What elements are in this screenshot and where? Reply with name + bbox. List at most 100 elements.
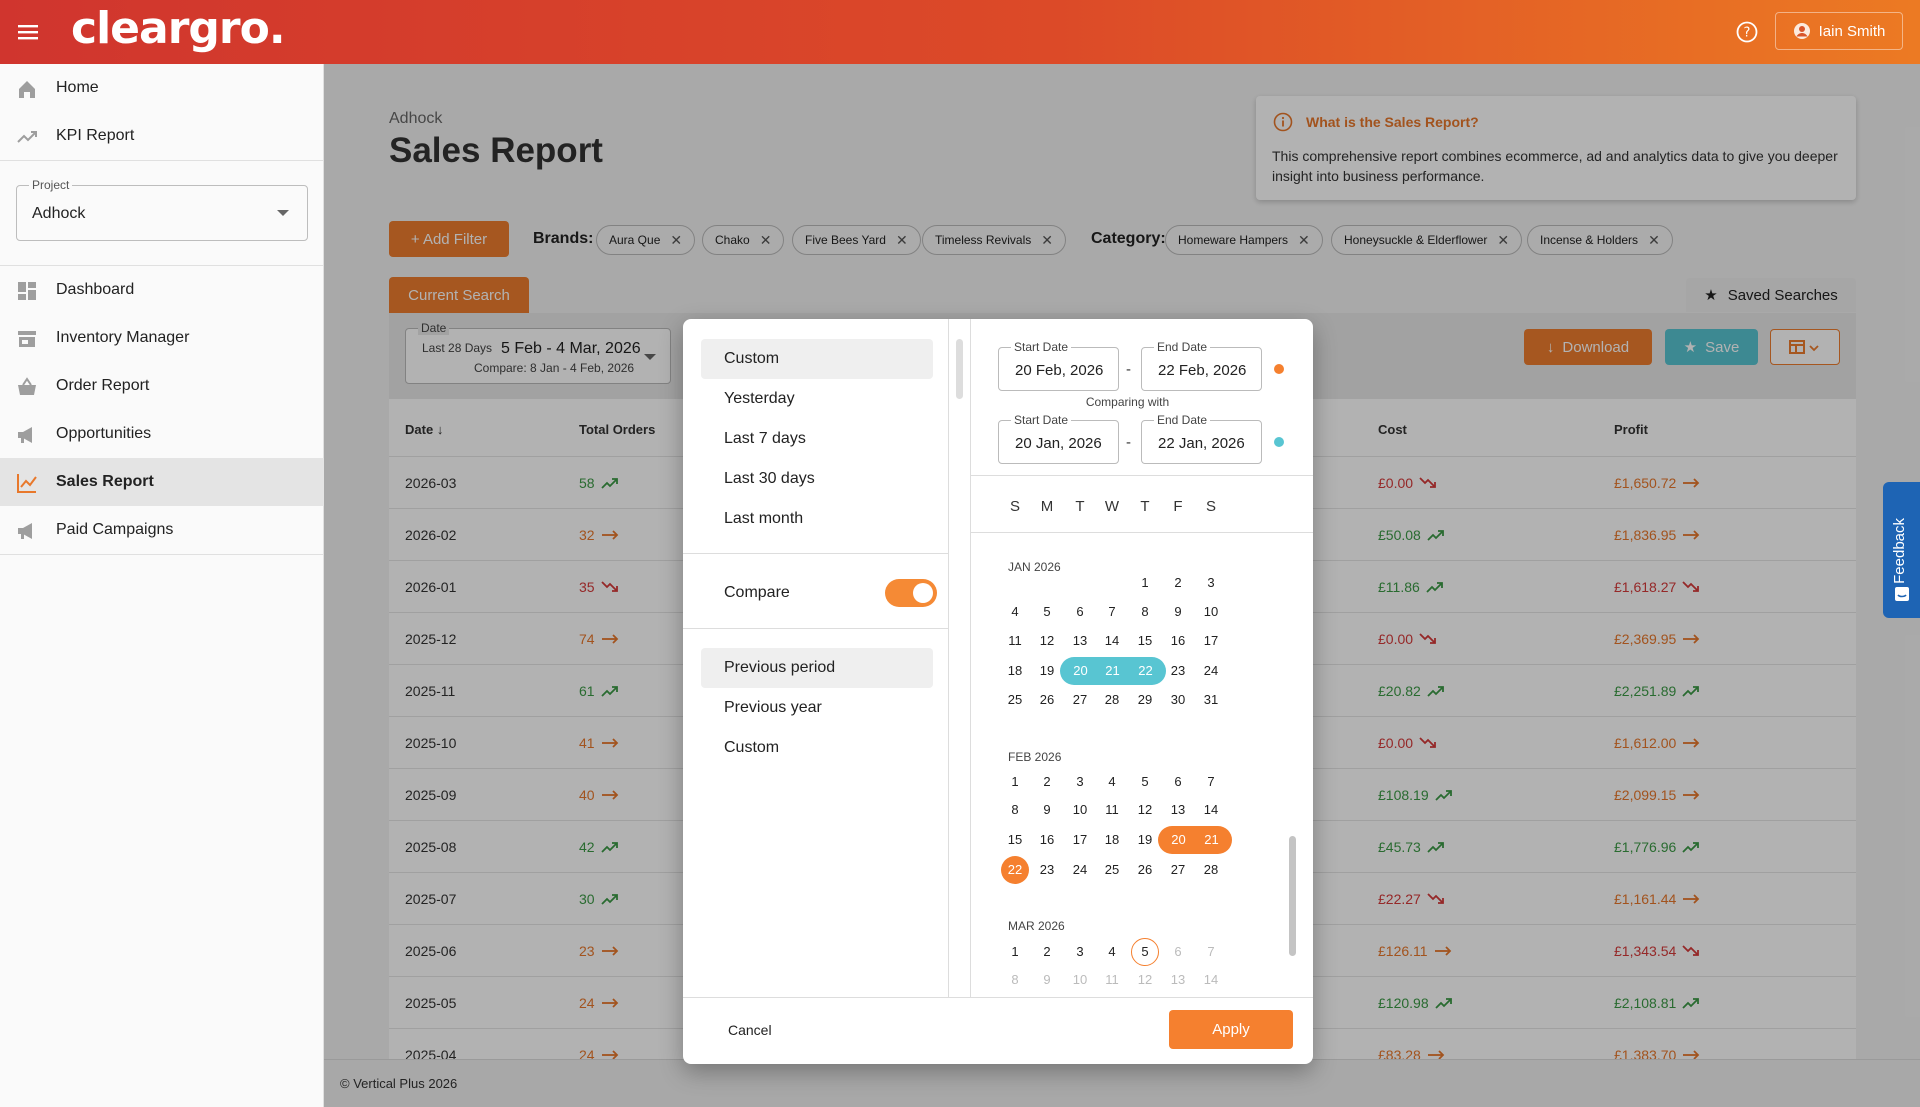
calendar-day[interactable]: 17 — [1072, 832, 1088, 847]
calendar-day[interactable]: 12 — [1039, 633, 1055, 648]
breadcrumb[interactable]: Adhock — [389, 110, 443, 127]
calendar-day[interactable]: 3 — [1207, 575, 1215, 590]
compare-toggle[interactable] — [885, 579, 937, 607]
column-header-date[interactable]: Date ↓ — [405, 422, 443, 437]
calendar-day[interactable]: 24 — [1072, 862, 1088, 877]
calendar-day[interactable]: 1 — [1141, 575, 1149, 590]
app-logo[interactable]: cleargro. — [71, 3, 286, 54]
close-icon[interactable]: ✕ — [1041, 231, 1053, 248]
calendar-day[interactable]: 11 — [1105, 802, 1119, 817]
calendar-day[interactable]: 11 — [1008, 633, 1022, 648]
calendar-day[interactable]: 19 — [1039, 663, 1055, 678]
sidebar-item-inventory-manager[interactable]: Inventory Manager — [0, 314, 324, 362]
brand-chip[interactable]: Aura Que ✕ — [596, 225, 696, 255]
compare-end-date-field[interactable]: End Date 22 Jan, 2026 — [1141, 413, 1262, 464]
calendar-day[interactable]: 8 — [1141, 604, 1149, 619]
add-filter-button[interactable]: + Add Filter — [389, 221, 509, 257]
preset-yesterday[interactable]: Yesterday — [724, 390, 795, 407]
brand-chip[interactable]: Timeless Revivals ✕ — [922, 225, 1066, 255]
column-options-button[interactable] — [1770, 329, 1840, 365]
project-select[interactable]: Project Adhock — [16, 178, 308, 241]
sidebar-item-home[interactable]: Home — [0, 64, 324, 112]
save-button[interactable]: ★ Save — [1665, 329, 1758, 365]
calendar-day[interactable]: 16 — [1039, 832, 1055, 847]
calendar-day[interactable]: 1 — [1011, 774, 1019, 789]
preset-last-7-days[interactable]: Last 7 days — [724, 430, 806, 447]
calendar-day[interactable]: 22 — [1125, 657, 1166, 685]
user-menu-button[interactable]: Iain Smith — [1775, 12, 1903, 50]
calendar-day[interactable]: 4 — [1011, 604, 1019, 619]
sidebar-item-kpi-report[interactable]: KPI Report — [0, 112, 324, 160]
category-chip[interactable]: Honeysuckle & Elderflower ✕ — [1331, 225, 1523, 255]
calendar-day[interactable]: 7 — [1207, 774, 1215, 789]
calendar-day[interactable]: 2 — [1043, 774, 1051, 789]
compare-previous-year[interactable]: Previous year — [724, 699, 822, 716]
close-icon[interactable]: ✕ — [1648, 231, 1660, 248]
compare-start-date-field[interactable]: Start Date 20 Jan, 2026 — [998, 413, 1119, 464]
calendar-day[interactable]: 28 — [1104, 692, 1120, 707]
download-button[interactable]: ↓ Download — [1524, 329, 1652, 365]
menu-icon[interactable] — [16, 21, 40, 43]
calendar-day[interactable]: 5 — [1141, 774, 1149, 789]
calendar-day[interactable]: 18 — [1104, 832, 1120, 847]
calendar-day[interactable]: 6 — [1174, 774, 1182, 789]
calendar-day[interactable]: 29 — [1137, 692, 1153, 707]
calendar-day[interactable]: 3 — [1076, 944, 1084, 959]
sidebar-item-paid-campaigns[interactable]: Paid Campaigns — [0, 506, 324, 554]
calendar-scrollbar[interactable] — [1289, 836, 1296, 956]
end-date-field[interactable]: End Date 22 Feb, 2026 — [1141, 340, 1262, 391]
calendar-day[interactable]: 24 — [1203, 663, 1219, 678]
category-chip[interactable]: Homeware Hampers ✕ — [1165, 225, 1323, 255]
calendar-day[interactable]: 6 — [1076, 604, 1084, 619]
calendar-day[interactable]: 7 — [1108, 604, 1116, 619]
calendar-day[interactable]: 27 — [1170, 862, 1186, 877]
sidebar-item-dashboard[interactable]: Dashboard — [0, 266, 324, 314]
sidebar-item-sales-report[interactable]: Sales Report — [0, 458, 324, 506]
column-header-profit[interactable]: Profit — [1614, 422, 1648, 437]
close-icon[interactable]: ✕ — [895, 231, 908, 248]
calendar-day[interactable]: 8 — [1011, 802, 1019, 817]
compare-previous-period[interactable]: Previous period — [701, 648, 933, 688]
preset-last-30-days[interactable]: Last 30 days — [724, 470, 815, 487]
calendar-day[interactable]: 17 — [1203, 633, 1219, 648]
sidebar-item-opportunities[interactable]: Opportunities — [0, 410, 324, 458]
calendar-day[interactable]: 18 — [1007, 663, 1023, 678]
calendar-day[interactable]: 10 — [1072, 802, 1088, 817]
brand-chip[interactable]: Five Bees Yard ✕ — [792, 225, 921, 255]
close-icon[interactable]: ✕ — [759, 231, 772, 248]
feedback-tab[interactable]: Feedback — [1883, 482, 1920, 618]
calendar-day[interactable]: 12 — [1137, 802, 1153, 817]
calendar-day[interactable]: 25 — [1007, 692, 1023, 707]
calendar-day[interactable]: 1 — [1011, 944, 1019, 959]
close-icon[interactable]: ✕ — [1497, 231, 1510, 248]
calendar-day[interactable]: 14 — [1203, 802, 1219, 817]
compare-custom[interactable]: Custom — [724, 739, 780, 756]
cancel-button[interactable]: Cancel — [728, 1022, 772, 1038]
calendar-day[interactable]: 31 — [1203, 692, 1219, 707]
preset-scrollbar[interactable] — [956, 339, 963, 399]
calendar-day[interactable]: 30 — [1170, 692, 1186, 707]
calendar-day[interactable]: 28 — [1203, 862, 1219, 877]
tab-saved-searches[interactable]: ★ Saved Searches — [1686, 278, 1856, 312]
calendar-day[interactable]: 4 — [1108, 944, 1116, 959]
column-header-cost[interactable]: Cost — [1378, 422, 1407, 437]
calendar-day[interactable]: 9 — [1043, 802, 1051, 817]
calendar-day[interactable]: 25 — [1104, 862, 1120, 877]
start-date-field[interactable]: Start Date 20 Feb, 2026 — [998, 340, 1119, 391]
calendar-day[interactable]: 10 — [1203, 604, 1219, 619]
calendar-day[interactable]: 21 — [1191, 826, 1232, 854]
calendar-day[interactable]: 15 — [1007, 832, 1023, 847]
preset-custom[interactable]: Custom — [701, 339, 933, 379]
calendar-day[interactable]: 13 — [1170, 802, 1186, 817]
calendar-day[interactable]: 23 — [1170, 663, 1186, 678]
calendar-day[interactable]: 14 — [1104, 633, 1120, 648]
calendar-day[interactable]: 2 — [1174, 575, 1182, 590]
preset-last-month[interactable]: Last month — [724, 510, 804, 527]
calendar-day[interactable]: 19 — [1137, 832, 1153, 847]
category-chip[interactable]: Incense & Holders ✕ — [1527, 225, 1673, 255]
calendar-day[interactable]: 26 — [1039, 692, 1055, 707]
calendar-day[interactable]: 4 — [1108, 774, 1116, 789]
help-icon[interactable]: ? — [1735, 20, 1759, 44]
calendar-day[interactable]: 3 — [1076, 774, 1084, 789]
calendar-day[interactable]: 27 — [1072, 692, 1088, 707]
